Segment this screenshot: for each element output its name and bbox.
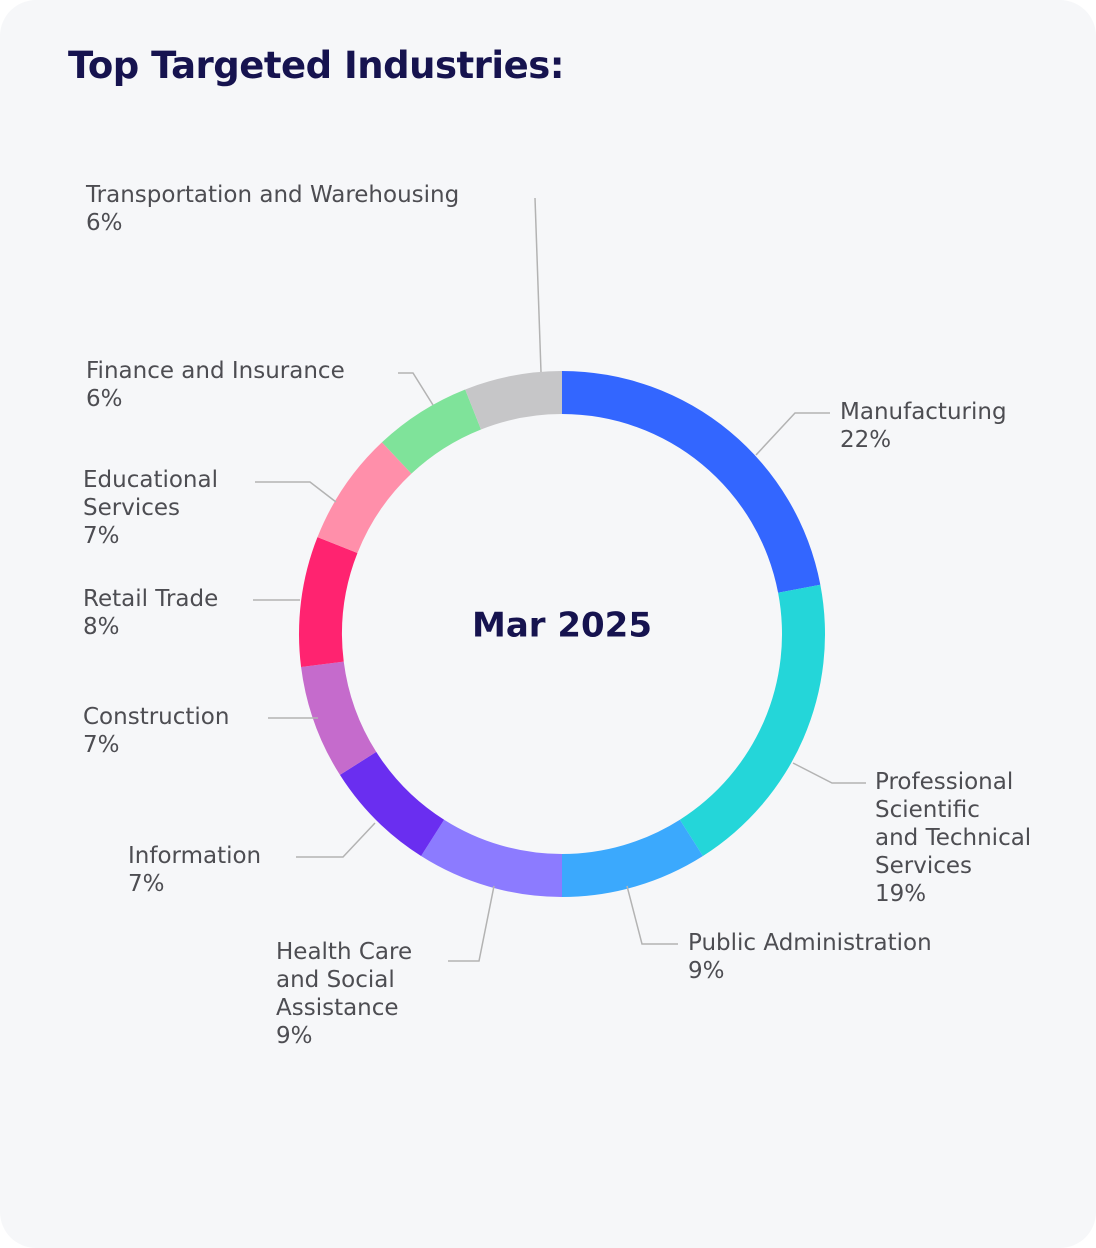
chart-title: Top Targeted Industries: [68,44,565,87]
slice-label-professional-scientific-and-technical-services: Professional Scientific and Technical Se… [875,768,1031,908]
slice-label-health-care-and-social-assistance: Health Care and Social Assistance 9% [276,938,412,1050]
slice-label-percent: 6% [86,386,123,412]
leader-line-health-care-and-social-assistance [448,885,495,962]
slice-label-name: Construction [83,704,230,730]
slice-label-name: Manufacturing [840,399,1007,425]
slice-label-finance-and-insurance: Finance and Insurance 6% [86,357,345,413]
slice-label-construction: Construction 7% [83,703,229,759]
slice-label-retail-trade: Retail Trade 8% [83,585,218,641]
slice-transportation-and-warehousing [465,371,562,430]
slice-label-percent: 7% [128,871,165,897]
slice-label-educational-services: Educational Services 7% [83,466,218,550]
slice-public-administration [562,819,703,897]
slice-finance-and-insurance [381,389,482,474]
slice-label-name: Educational Services [83,467,218,521]
leader-line-educational-services [255,481,337,503]
slice-label-name: Professional Scientific and Technical Se… [875,769,1032,879]
slice-label-name: Public Administration [688,930,932,956]
leader-line-transportation-and-warehousing [534,197,542,373]
leader-line-information [296,822,376,858]
slice-label-information: Information 7% [128,842,261,898]
slice-label-percent: 6% [86,210,123,236]
slice-label-manufacturing: Manufacturing 22% [840,398,1007,454]
slice-label-percent: 9% [688,958,725,984]
slice-retail-trade [298,537,358,667]
leader-line-manufacturing [755,412,830,456]
slice-information [339,751,445,857]
slice-manufacturing [562,371,821,593]
center-label: Mar 2025 [472,606,652,646]
slice-label-name: Finance and Insurance [86,358,345,384]
slice-label-percent: 22% [840,427,892,453]
slice-health-care-and-social-assistance [421,819,562,897]
leader-line-finance-and-insurance [398,372,434,406]
slice-label-public-administration: Public Administration 9% [688,929,932,985]
slice-professional-scientific-and-technical-services [679,584,825,857]
slice-label-percent: 7% [83,523,120,549]
slice-label-percent: 9% [276,1023,313,1049]
leader-line-public-administration [626,885,678,945]
slice-label-percent: 7% [83,732,120,758]
slice-label-name: Retail Trade [83,586,219,612]
slice-label-transportation-and-warehousing: Transportation and Warehousing 6% [86,181,459,237]
slice-educational-services [317,442,412,554]
slice-label-name: Transportation and Warehousing [86,182,460,208]
slice-label-name: Information [128,843,262,869]
leader-line-professional-scientific-and-technical-services [792,762,866,784]
slice-label-name: Health Care and Social Assistance [276,939,413,1021]
slice-construction [301,661,377,775]
slice-label-percent: 19% [875,881,927,907]
slice-label-percent: 8% [83,614,120,640]
